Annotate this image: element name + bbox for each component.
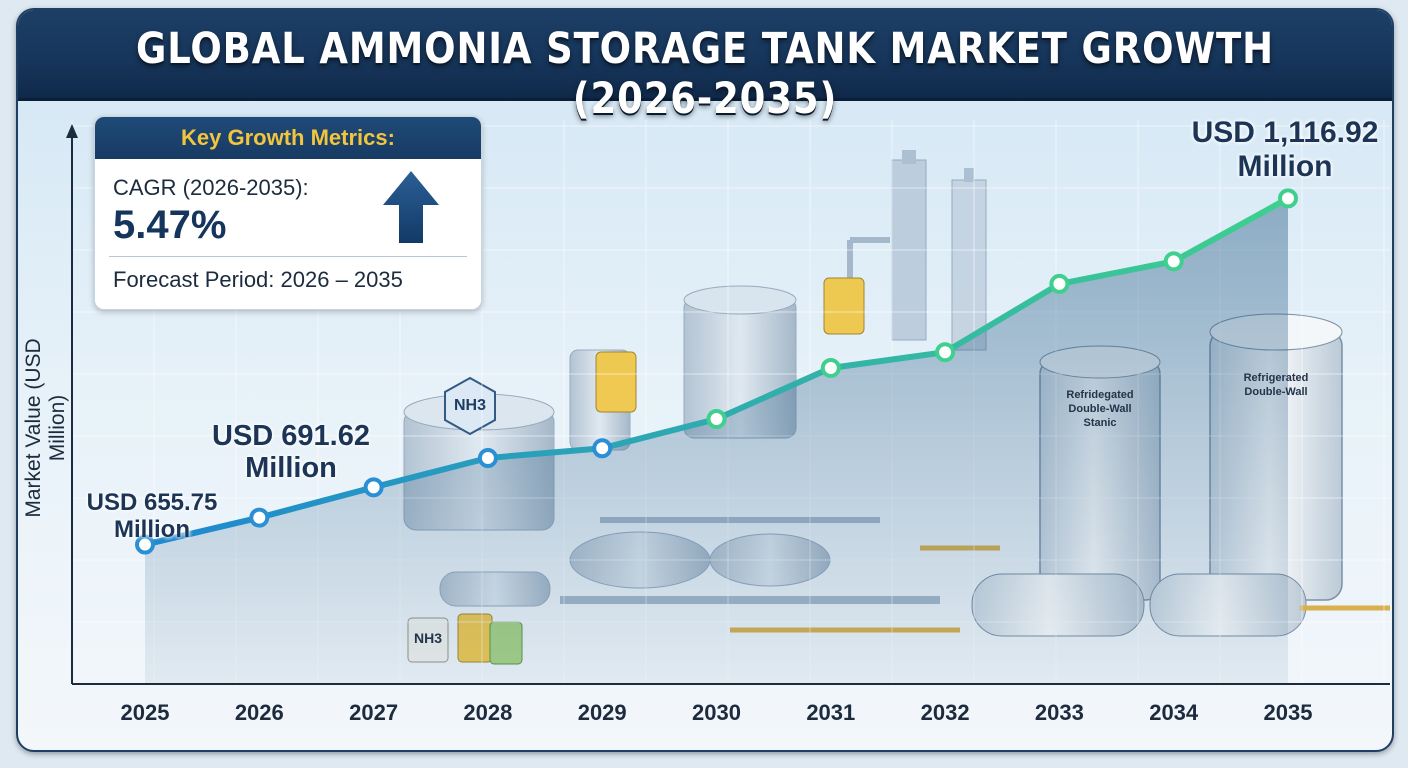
y-axis-arrow xyxy=(66,124,78,138)
annotation-mid-value: USD 691.62 xyxy=(212,420,370,452)
forecast-period: Forecast Period: 2026 – 2035 xyxy=(113,267,403,292)
annotation-start-unit: Million xyxy=(114,515,190,543)
x-tick-2031: 2031 xyxy=(806,700,856,725)
up-arrow-icon xyxy=(383,171,439,243)
annotation-mid: USD 691.62 Million xyxy=(196,420,386,485)
data-point-2031 xyxy=(820,357,841,378)
annotation-end-unit: Million xyxy=(1237,149,1333,183)
tank-left-line-2: Double-Wall xyxy=(1068,402,1132,415)
nh3-bag-label: NH3 xyxy=(413,630,442,646)
title-banner: GLOBAL AMMONIA STORAGE TANK MARKET GROWT… xyxy=(18,10,1392,124)
data-point-2032 xyxy=(935,342,956,363)
data-point-2035 xyxy=(1278,188,1298,209)
key-metrics-card: Key Growth Metrics: CAGR (2026-2035): 5.… xyxy=(94,116,482,310)
x-tick-2026: 2026 xyxy=(234,700,284,725)
tank-right-label: Refrigerated Double-Wall xyxy=(1214,372,1338,400)
data-point-2025 xyxy=(135,534,155,555)
metrics-divider xyxy=(109,256,467,257)
series-points xyxy=(135,188,1298,555)
y-axis-label: Market Value (USD Million) xyxy=(22,338,69,518)
x-tick-2028: 2028 xyxy=(463,700,513,725)
cagr-label: CAGR (2026-2035): xyxy=(113,175,309,200)
x-tick-2027: 2027 xyxy=(349,700,399,725)
x-tick-2035: 2035 xyxy=(1263,700,1313,725)
x-tick-2025: 2025 xyxy=(120,700,170,725)
tank-right-line-2: Double-Wall xyxy=(1244,385,1308,398)
metrics-heading: Key Growth Metrics: xyxy=(95,117,481,159)
annotation-end-value: USD 1,116.92 xyxy=(1191,116,1379,149)
data-point-2029 xyxy=(592,438,613,459)
data-point-2030 xyxy=(706,409,727,430)
data-point-2033 xyxy=(1049,273,1070,294)
tank-left-label: Refridegated Double-Wall Stanic xyxy=(1042,389,1158,430)
chart-title: GLOBAL AMMONIA STORAGE TANK MARKET GROWT… xyxy=(136,24,1274,124)
tank-right-line-1: Refrigerated xyxy=(1243,372,1309,384)
data-point-2026 xyxy=(249,507,270,528)
tank-left-line-1: Refridegated xyxy=(1066,389,1134,401)
data-point-2028 xyxy=(477,448,498,469)
x-tick-2029: 2029 xyxy=(577,700,627,725)
nh3-hex-label: NH3 xyxy=(453,397,486,414)
x-tick-2032: 2032 xyxy=(920,700,970,725)
data-point-2034 xyxy=(1163,251,1184,272)
annotation-start: USD 655.75 Million xyxy=(72,489,232,544)
annotation-mid-unit: Million xyxy=(245,452,337,485)
x-tick-2030: 2030 xyxy=(692,700,741,725)
annotation-end: USD 1,116.92 Million xyxy=(1180,116,1390,183)
x-tick-2033: 2033 xyxy=(1034,700,1084,725)
cagr-value: 5.47% xyxy=(113,203,227,247)
x-tick-2034: 2034 xyxy=(1149,700,1199,725)
tank-left-line-3: Stanic xyxy=(1083,416,1117,429)
annotation-start-value: USD 655.75 xyxy=(86,489,218,516)
axes xyxy=(66,124,1390,685)
data-point-2027 xyxy=(363,477,384,498)
